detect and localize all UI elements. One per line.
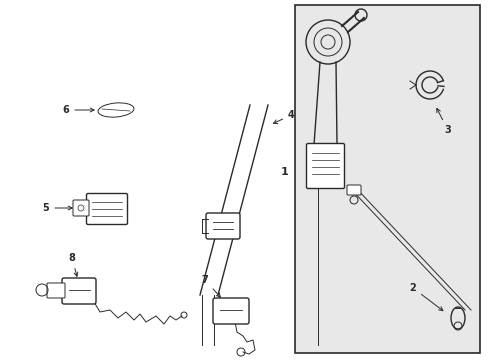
Text: 6: 6 <box>63 105 94 115</box>
FancyBboxPatch shape <box>73 200 89 216</box>
FancyBboxPatch shape <box>87 194 127 225</box>
FancyBboxPatch shape <box>307 144 344 189</box>
Bar <box>295 5 480 353</box>
FancyBboxPatch shape <box>206 213 240 239</box>
Text: 1: 1 <box>280 167 288 177</box>
Text: 3: 3 <box>437 108 451 135</box>
Text: 2: 2 <box>410 283 443 311</box>
FancyBboxPatch shape <box>347 185 361 195</box>
FancyBboxPatch shape <box>47 283 65 298</box>
Text: 8: 8 <box>69 253 78 276</box>
Text: 4: 4 <box>273 110 295 123</box>
FancyBboxPatch shape <box>213 298 249 324</box>
FancyBboxPatch shape <box>62 278 96 304</box>
Text: 5: 5 <box>43 203 72 213</box>
Text: 7: 7 <box>201 275 220 297</box>
